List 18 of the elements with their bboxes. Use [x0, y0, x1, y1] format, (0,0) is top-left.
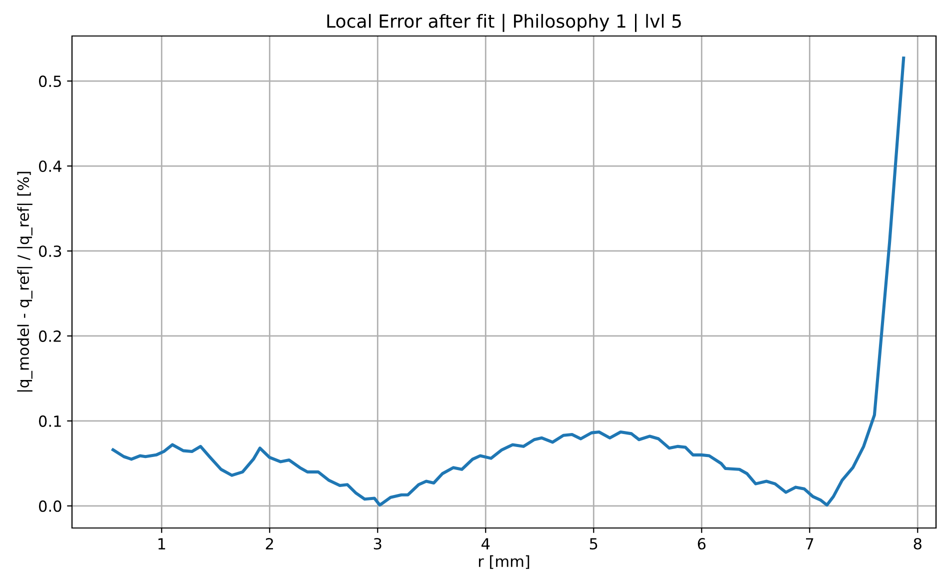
y-tick-label: 0.2 [38, 330, 61, 342]
x-tick-label: 6 [698, 538, 706, 550]
y-tick-label: 0.1 [38, 415, 61, 427]
line-series [112, 56, 906, 507]
x-tick-label: 4 [482, 538, 490, 550]
y-tick-label: 0.3 [38, 245, 62, 258]
y-tick-label: 0.4 [38, 160, 62, 172]
y-axis-title: |q_model - q_ref| / |q_ref| [%] [17, 172, 32, 392]
x-axis-title: r [mm] [478, 555, 530, 569]
chart-title: Local Error after fit | Philosophy 1 | lvl 5 [327, 14, 681, 32]
y-tick-label: 0.0 [38, 500, 62, 512]
x-tick-label: 1 [158, 538, 166, 550]
y-tick-label: 0.5 [38, 76, 61, 88]
x-tick-label: 5 [590, 538, 598, 550]
x-tick-label: 8 [914, 538, 922, 550]
x-tick-label: 3 [374, 538, 382, 550]
x-tick-label: 2 [266, 538, 273, 550]
x-tick-label: 7 [806, 538, 814, 550]
